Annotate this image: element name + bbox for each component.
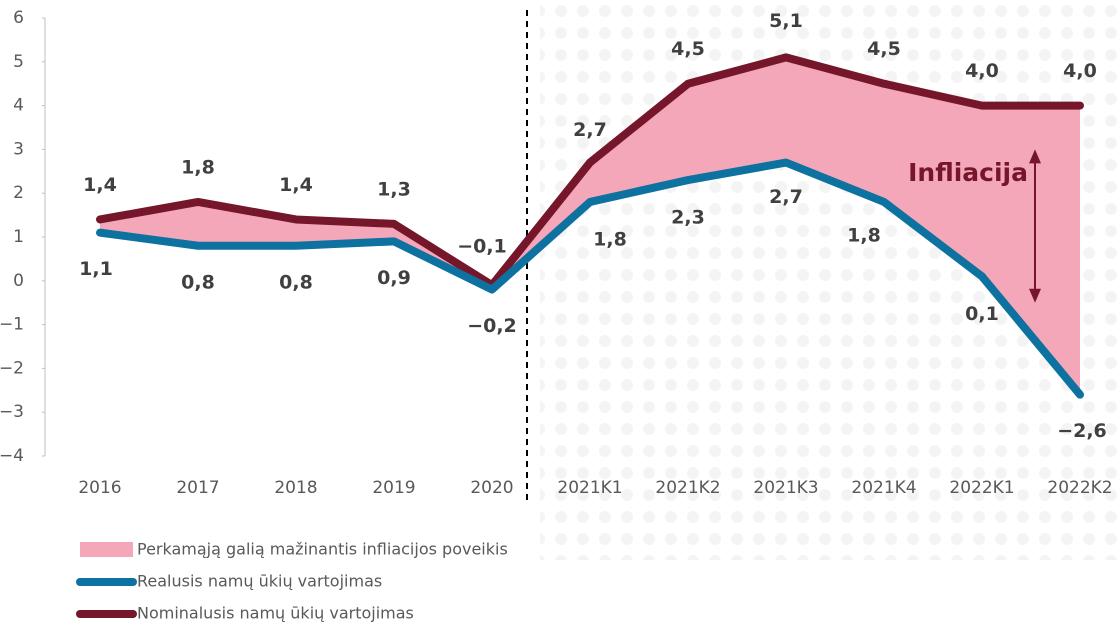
- data-label: 1,8: [593, 228, 627, 250]
- data-label: 1,8: [181, 156, 215, 178]
- x-tick-label: 2016: [78, 478, 121, 498]
- series-line: [96, 158, 1084, 399]
- data-label: 4,5: [671, 38, 705, 60]
- data-label: 1,3: [377, 178, 411, 200]
- y-tick-label: −1: [0, 315, 24, 335]
- y-tick-label: 2: [13, 183, 24, 203]
- data-label: −0,2: [467, 315, 517, 337]
- legend-swatch: [80, 542, 133, 557]
- y-tick-label: 0: [13, 271, 24, 291]
- x-tick-label: 2021K3: [753, 478, 818, 498]
- x-tick-label: 2017: [176, 478, 219, 498]
- y-tick-label: 5: [13, 52, 24, 72]
- y-tick-label: −3: [0, 402, 24, 422]
- y-tick-label: 6: [13, 8, 24, 28]
- x-tick-label: 2018: [274, 478, 317, 498]
- data-label: −2,6: [1057, 420, 1107, 442]
- x-tick-label: 2022K1: [949, 478, 1014, 498]
- y-tick-label: 4: [13, 96, 24, 116]
- legend-label: Nominalusis namų ūkių vartojimas: [137, 604, 414, 623]
- x-tick-label: 2021K2: [655, 478, 720, 498]
- data-label: 0,8: [279, 271, 313, 293]
- data-label: 1,4: [279, 174, 313, 196]
- x-tick-label: 2021K1: [557, 478, 622, 498]
- x-tick-label: 2019: [372, 478, 415, 498]
- series-line: [96, 53, 1084, 290]
- annotation: Infliacija: [908, 158, 1028, 187]
- x-tick-label: 2022K2: [1047, 478, 1112, 498]
- arrow-head: [1029, 288, 1041, 303]
- data-label: 4,0: [965, 60, 999, 82]
- y-tick-label: 1: [13, 227, 24, 247]
- legend-label: Realusis namų ūkių vartojimas: [137, 572, 382, 591]
- data-label: 1,1: [79, 258, 113, 280]
- data-label: 5,1: [769, 10, 803, 32]
- inflation-area: [100, 57, 1080, 395]
- x-tick-label: 2020: [470, 478, 513, 498]
- data-label: 0,1: [965, 303, 999, 325]
- data-label: 2,3: [671, 207, 705, 229]
- data-label: 2,7: [769, 186, 803, 208]
- data-label: 0,9: [377, 267, 411, 289]
- x-tick-label: 2021K4: [851, 478, 916, 498]
- data-label: 4,5: [867, 38, 901, 60]
- data-label: 4,0: [1063, 60, 1097, 82]
- legend-label: Perkamąją galią mažinantis infliacijos p…: [137, 540, 508, 559]
- y-tick-label: −2: [0, 358, 24, 378]
- y-tick-label: −4: [0, 446, 24, 466]
- data-label: 0,8: [181, 271, 215, 293]
- y-tick-label: 3: [13, 139, 24, 159]
- data-label: 1,8: [847, 224, 881, 246]
- arrow-head: [1029, 149, 1041, 164]
- data-label: 1,4: [83, 174, 117, 196]
- data-label: 2,7: [573, 119, 607, 141]
- data-label: −0,1: [457, 236, 507, 258]
